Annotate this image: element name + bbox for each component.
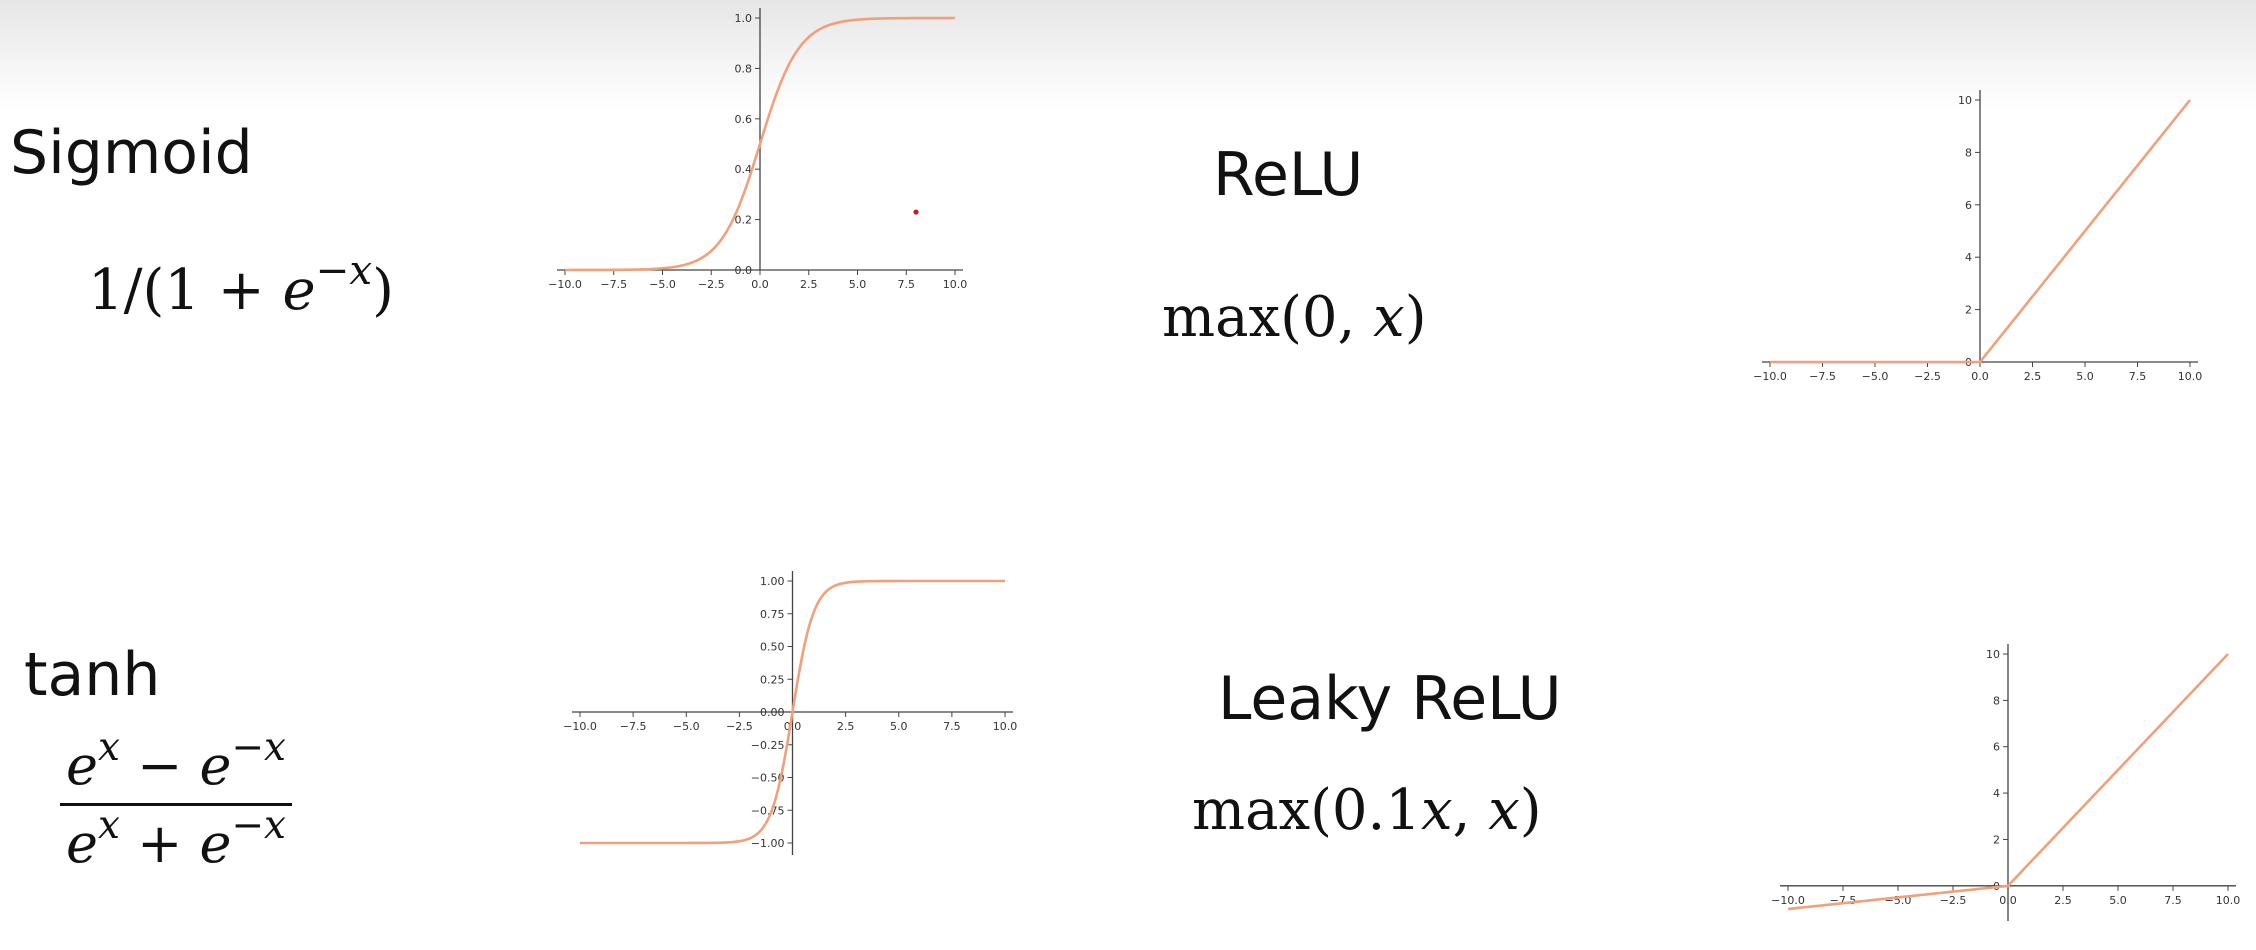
- leaky_relu-xtick-label: 2.5: [2054, 894, 2072, 907]
- leaky_relu-ytick-label: 6: [1993, 741, 2000, 754]
- leaky_relu-xtick-label: 7.5: [2164, 894, 2182, 907]
- relu-xtick-label: 5.0: [2076, 370, 2094, 383]
- relu-curve: [1770, 99, 2192, 364]
- sigmoid-xtick-label: 7.5: [898, 278, 916, 291]
- leaky-formula-var1: x: [1420, 778, 1453, 843]
- leaky-formula-mid: ,: [1452, 778, 1489, 843]
- leaky_relu-curve: [1787, 653, 2229, 911]
- tanh-ytick-label: 0.75: [760, 608, 785, 621]
- tanh-ytick-label: −0.25: [751, 739, 785, 752]
- relu-formula-prefix: max(0,: [1162, 285, 1374, 350]
- tanh-formula: ex − e−x ex + e−x: [60, 724, 292, 875]
- sigmoid-xtick-label: 2.5: [800, 278, 818, 291]
- relu-ytick-label: 8: [1965, 146, 1972, 159]
- sigmoid-formula-base: e: [282, 258, 316, 323]
- tanh-xtick-label: 5.0: [890, 720, 908, 733]
- tanh-ytick-label: −0.75: [751, 804, 785, 817]
- relu-title: ReLU: [1213, 140, 1364, 210]
- relu-xtick-label: −5.0: [1862, 370, 1889, 383]
- tanh-ytick-label: 0.25: [760, 673, 785, 686]
- leaky_relu-xtick-label: −10.0: [1771, 894, 1805, 907]
- leaky_relu-ytick-label: 2: [1993, 833, 2000, 846]
- sigmoid-xtick-label: −5.0: [649, 278, 676, 291]
- leaky_relu-xtick-label: 0.0: [1999, 894, 2017, 907]
- sigmoid-ytick-label: 0.6: [735, 113, 753, 126]
- leaky_relu-xtick-label: 5.0: [2109, 894, 2127, 907]
- relu-formula: max(0, x): [1162, 285, 1427, 350]
- tanh-ytick-label: −1.00: [751, 837, 785, 850]
- leaky-formula-suffix: ): [1519, 778, 1542, 843]
- tanh-numerator: ex − e−x: [66, 724, 286, 797]
- sigmoid-xtick-label: −10.0: [548, 278, 582, 291]
- relu-ytick-label: 4: [1965, 251, 1972, 264]
- tanh-chart: −10.0 −7.5 −5.0 −2.5 0.0 2.5 5.0 7.5 10.0 −1.00 −0…: [563, 571, 1018, 855]
- tanh-xtick-label: 7.5: [943, 720, 961, 733]
- tanh-ytick-label: 1.00: [760, 575, 785, 588]
- relu-xtick-label: 2.5: [2024, 370, 2042, 383]
- sigmoid-xtick-label: 0.0: [751, 278, 769, 291]
- tanh-xtick-label: −10.0: [563, 720, 597, 733]
- tanh-ytick-label: −0.50: [751, 772, 785, 785]
- tanh-xtick-label: 2.5: [837, 720, 855, 733]
- sigmoid-chart: −10.0 −7.5 −5.0 −2.5 0.0 2.5 5.0 7.5 10.0 0.0 0.2 0…: [548, 8, 968, 291]
- leaky_relu-xtick-label: 10.0: [2216, 894, 2241, 907]
- leaky_relu-xtick-label: −2.5: [1940, 894, 1967, 907]
- tanh-title: tanh: [24, 640, 161, 710]
- sigmoid-ytick-label: 1.0: [735, 12, 753, 25]
- sigmoid-title: Sigmoid: [10, 118, 253, 188]
- sigmoid-formula-prefix: 1/(1 +: [88, 258, 283, 323]
- tanh-curve: [580, 579, 1005, 845]
- sigmoid-xtick-label: −7.5: [600, 278, 627, 291]
- leaky-formula-prefix: max(0.1: [1192, 778, 1421, 843]
- leaky_relu-ytick-label: 8: [1993, 694, 2000, 707]
- relu-xtick-label: 7.5: [2129, 370, 2147, 383]
- leaky-relu-formula: max(0.1x, x): [1192, 778, 1542, 843]
- leaky-formula-var2: x: [1488, 778, 1520, 843]
- leaky_relu-ytick-label: 10: [1986, 648, 2000, 661]
- tanh-xtick-label: −7.5: [620, 720, 647, 733]
- sigmoid-xtick-label: −2.5: [698, 278, 725, 291]
- relu-ytick-label: 10: [1958, 94, 1972, 107]
- sigmoid-ytick-label: 0.0: [735, 264, 753, 277]
- relu-xtick-label: −2.5: [1914, 370, 1941, 383]
- sigmoid-formula-exp: −x: [315, 247, 373, 295]
- tanh-ytick-label: 0.00: [760, 706, 785, 719]
- sigmoid-formula: 1/(1 + e−x): [88, 250, 395, 323]
- relu-formula-var: x: [1373, 285, 1405, 350]
- tanh-denominator: ex + e−x: [66, 802, 286, 875]
- sigmoid-ytick-label: 0.2: [735, 214, 753, 227]
- sigmoid-ytick-label: 0.8: [735, 62, 753, 75]
- tanh-xtick-label: −2.5: [726, 720, 753, 733]
- sigmoid-curve: [565, 16, 955, 272]
- leaky_relu-ytick-label: 4: [1993, 787, 2000, 800]
- sigmoid-ytick-label: 0.4: [735, 163, 753, 176]
- relu-xtick-label: −7.5: [1809, 370, 1836, 383]
- tanh-xtick-label: 10.0: [993, 720, 1018, 733]
- relu-xtick-label: 0.0: [1971, 370, 1989, 383]
- sigmoid-marker-dot: [913, 209, 919, 215]
- relu-xtick-label: −10.0: [1753, 370, 1787, 383]
- relu-ytick-label: 2: [1965, 304, 1972, 317]
- tanh-fraction-bar: [60, 803, 292, 806]
- sigmoid-xtick-label: 5.0: [849, 278, 867, 291]
- tanh-xtick-label: 0.0: [784, 720, 802, 733]
- sigmoid-formula-suffix: ): [372, 258, 395, 323]
- tanh-ytick-label: 0.50: [760, 641, 785, 654]
- relu-ytick-label: 6: [1965, 199, 1972, 212]
- relu-formula-suffix: ): [1404, 285, 1427, 350]
- tanh-xtick-label: −5.0: [673, 720, 700, 733]
- sigmoid-xtick-label: 10.0: [943, 278, 968, 291]
- leaky-relu-title: Leaky ReLU: [1218, 664, 1562, 734]
- relu-xtick-label: 10.0: [2178, 370, 2203, 383]
